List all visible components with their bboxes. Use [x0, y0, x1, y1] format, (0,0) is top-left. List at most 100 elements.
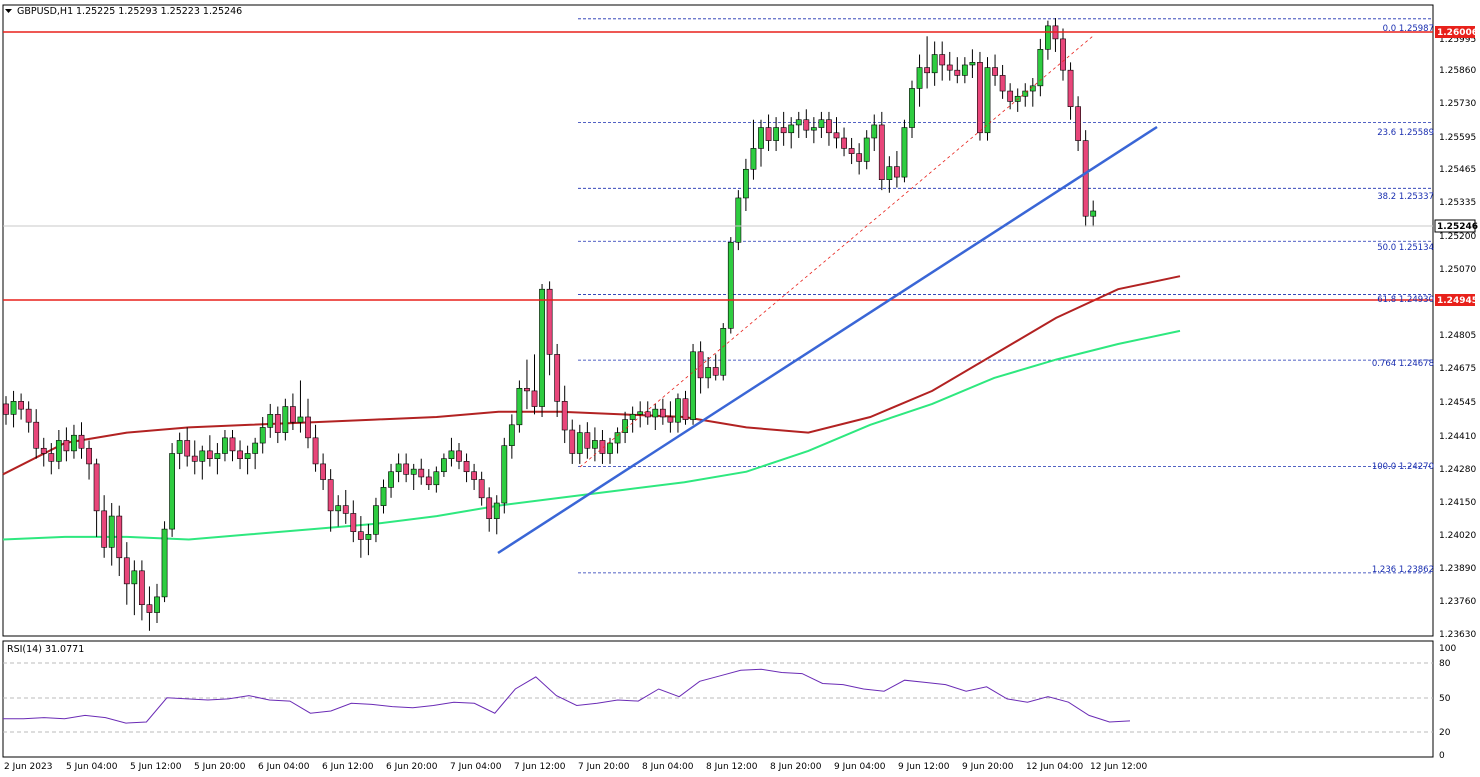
candle-body [1045, 25, 1051, 50]
candle-body [191, 455, 198, 462]
candle-body [931, 54, 938, 74]
candle-body [1082, 140, 1089, 217]
candle-body [1067, 69, 1074, 107]
time-tick: 5 Jun 04:00 [66, 762, 118, 772]
candle-body [569, 429, 576, 454]
candle-body [622, 419, 628, 433]
candle-body [1037, 49, 1044, 87]
fib-label: 50.0 1.25134 [1377, 243, 1434, 253]
price-tick: 1.23760 [1439, 597, 1476, 607]
fib-labels: 0.0 1.25987 23.6 1.25589 38.2 1.25337 50… [1372, 24, 1434, 575]
symbol-label: GBPUSD,H1 [17, 6, 73, 17]
candle-body [803, 119, 810, 131]
time-tick: 9 Jun 04:00 [834, 762, 886, 772]
candle-body [591, 440, 598, 449]
candle-body [614, 432, 621, 444]
candle-body [705, 367, 712, 379]
candle-body [55, 440, 62, 462]
candle-body [169, 453, 175, 530]
fib-diagonal [579, 35, 1094, 468]
time-tick: 9 Jun 12:00 [898, 762, 950, 772]
candle-body [886, 166, 893, 180]
candle-body [916, 67, 923, 89]
candle-body [788, 124, 795, 134]
candle-body [312, 437, 319, 465]
candle-body [1007, 90, 1014, 102]
time-tick: 7 Jun 20:00 [578, 762, 630, 772]
time-tick: 9 Jun 20:00 [962, 762, 1014, 772]
candle-body [735, 197, 742, 243]
candle-body [795, 119, 802, 126]
candle-body [146, 604, 153, 613]
fib-label: 100.0 1.24270 [1372, 462, 1434, 472]
candle-body [18, 401, 24, 410]
candle-body [101, 510, 108, 548]
candle-body [289, 406, 296, 423]
candle-body [184, 440, 191, 457]
candle-body [33, 421, 40, 449]
candle-body [584, 432, 591, 449]
rsi-tick: 0 [1439, 751, 1445, 761]
candle-body [493, 502, 500, 519]
candle-body [720, 328, 727, 376]
candle-body [222, 437, 228, 454]
candle-body [758, 127, 764, 149]
candle-body [675, 398, 681, 423]
candle-body [274, 414, 281, 433]
candle-body [1075, 106, 1081, 141]
candle-body [871, 124, 878, 139]
price-axis: 1.25995 1.25860 1.25730 1.25595 1.25465 … [1439, 35, 1476, 640]
candle-body [471, 471, 477, 480]
candle-body [992, 67, 998, 76]
candle-body [320, 463, 326, 480]
candle-body [456, 450, 462, 462]
candle-body [71, 434, 77, 452]
candle-body [1090, 210, 1097, 217]
candle-body [848, 148, 855, 154]
candle-body [999, 75, 1006, 92]
rsi-tick: 100 [1439, 644, 1456, 654]
candle-body [909, 88, 915, 128]
candle-body [576, 432, 583, 454]
candle-body [259, 427, 266, 444]
candle-body [773, 127, 779, 141]
price-tick: 1.23630 [1439, 630, 1476, 640]
rsi-axis: 100 80 50 20 0 [1439, 644, 1456, 761]
candle-body [244, 453, 251, 459]
candle-body [327, 479, 334, 512]
time-tick: 12 Jun 04:00 [1026, 762, 1083, 772]
current-price-tag-text: 1.25246 [1437, 222, 1478, 232]
upper-resistance-tag-text: 1.26006 [1437, 28, 1478, 38]
time-tick: 12 Jun 12:00 [1090, 762, 1147, 772]
collapse-arrow-icon[interactable] [5, 9, 12, 13]
rsi-polyline [3, 668, 1131, 724]
candle-body [78, 434, 85, 449]
candle-body [116, 515, 123, 559]
price-tick: 1.25860 [1439, 66, 1476, 76]
candle-body [403, 463, 410, 475]
candle-body [893, 166, 900, 178]
time-tick: 7 Jun 04:00 [450, 762, 502, 772]
candle-body [418, 468, 425, 478]
candle-body [214, 453, 221, 459]
candle-body [176, 440, 183, 454]
candle-body [1060, 38, 1066, 71]
candle-body [501, 445, 508, 504]
candle-body [154, 596, 160, 613]
candle-body [554, 354, 561, 402]
rsi-tick: 50 [1439, 694, 1451, 704]
price-tick: 1.24280 [1439, 465, 1476, 475]
candle-body [139, 570, 145, 606]
candlesticks [3, 18, 1097, 631]
candle-body [282, 406, 289, 433]
candle-body [357, 531, 364, 540]
rsi-panel [2, 640, 1434, 758]
time-tick: 5 Jun 20:00 [194, 762, 246, 772]
price-tick: 1.25335 [1439, 198, 1476, 208]
candle-body [342, 505, 349, 514]
fib-label: 0.764 1.24678 [1372, 359, 1434, 369]
candle-body [697, 351, 704, 379]
candle-body [810, 127, 817, 131]
candle-body [531, 390, 538, 407]
rsi-tick: 20 [1439, 728, 1451, 738]
